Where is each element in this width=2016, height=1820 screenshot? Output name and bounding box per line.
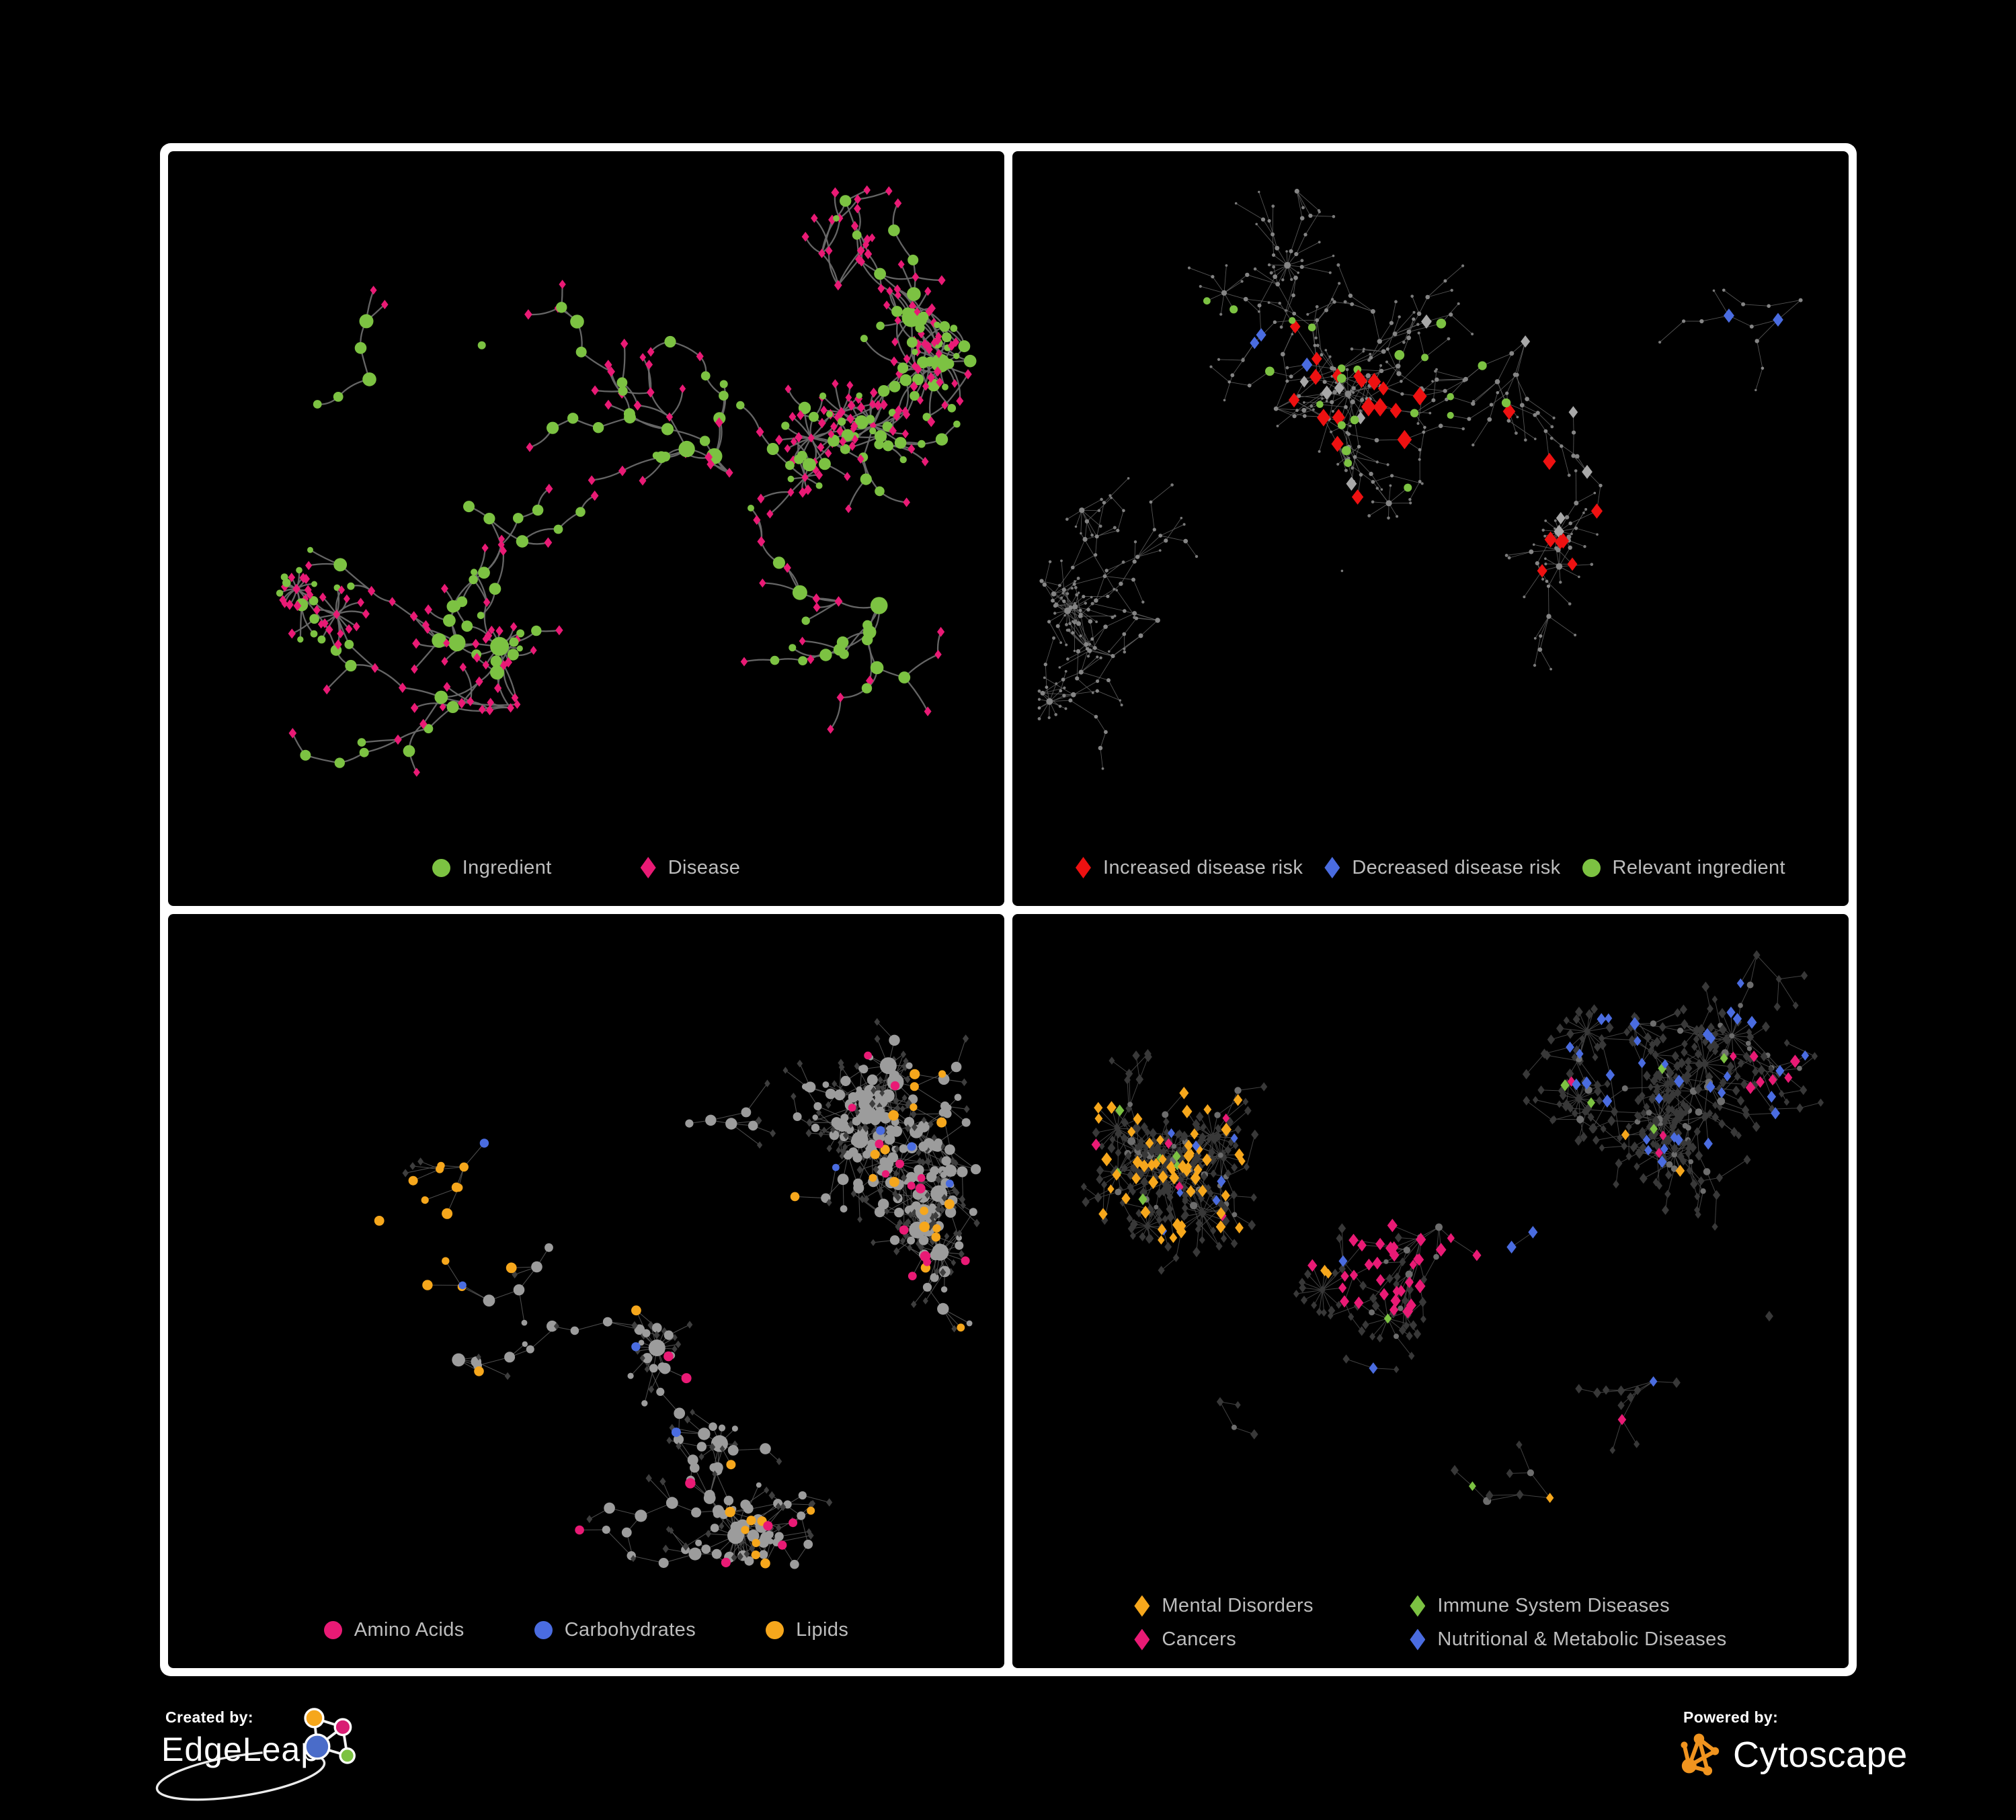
cytoscape-network-icon bbox=[1681, 1730, 1724, 1780]
cytoscape-logo: Powered by: Cytoscape bbox=[1681, 1707, 1976, 1808]
legend-item-nutritional-metabolic-diseases: Nutritional & Metabolic Diseases bbox=[1410, 1628, 1726, 1651]
legend-item-ingredient: Ingredient bbox=[432, 857, 552, 879]
immune-system-diseases-diamond-icon bbox=[1410, 1596, 1425, 1617]
legend-label: Mental Disorders bbox=[1162, 1595, 1314, 1617]
panel-molecule-classes: Amino Acids Carbohydrates Lipids bbox=[168, 914, 1004, 1669]
nodes bbox=[276, 185, 977, 777]
mental-disorders-diamond-icon bbox=[1134, 1596, 1150, 1617]
legend-item-disease: Disease bbox=[641, 857, 741, 879]
legend-label: Cancers bbox=[1162, 1628, 1236, 1651]
legend-label: Decreased disease risk bbox=[1352, 857, 1560, 879]
legend-label: Immune System Diseases bbox=[1437, 1595, 1670, 1617]
cancers-diamond-icon bbox=[1134, 1629, 1150, 1651]
legend-disease-risk: Increased disease risk Decreased disease … bbox=[1012, 857, 1849, 879]
legend-label: Increased disease risk bbox=[1103, 857, 1303, 879]
legend-item-decreased-disease-risk: Decreased disease risk bbox=[1324, 857, 1560, 879]
ingredient-circle-icon bbox=[432, 859, 450, 877]
edgeleap-brand-text: EdgeLeap bbox=[161, 1730, 320, 1769]
amino-acids-circle-icon bbox=[324, 1621, 342, 1639]
edgeleap-logo: Created by: EdgeLeap bbox=[161, 1706, 551, 1820]
carbohydrates-circle-icon bbox=[534, 1621, 553, 1639]
legend-item-mental-disorders: Mental Disorders bbox=[1134, 1595, 1369, 1617]
legend-label: Disease bbox=[668, 857, 741, 879]
edgeleap-network-icon bbox=[299, 1703, 374, 1773]
legend-label: Relevant ingredient bbox=[1613, 857, 1785, 879]
figure-grid: Ingredient Disease Increased disease risk… bbox=[160, 143, 1857, 1676]
legend-item-carbohydrates: Carbohydrates bbox=[534, 1619, 696, 1641]
panel-disease-risk: Increased disease risk Decreased disease … bbox=[1012, 151, 1849, 906]
legend-item-relevant-ingredient: Relevant ingredient bbox=[1582, 857, 1785, 879]
legend-item-immune-system-diseases: Immune System Diseases bbox=[1410, 1595, 1726, 1617]
legend-ingredient-disease: Ingredient Disease bbox=[168, 857, 1004, 879]
legend-disease-classes: Mental Disorders Immune System Diseases Ca… bbox=[1012, 1595, 1849, 1651]
disease-classes-network-graph bbox=[1012, 914, 1849, 1593]
legend-label: Amino Acids bbox=[354, 1619, 465, 1641]
edges bbox=[1039, 192, 1801, 769]
legend-item-cancers: Cancers bbox=[1134, 1628, 1369, 1651]
disease-diamond-icon bbox=[641, 857, 656, 878]
legend-item-lipids: Lipids bbox=[766, 1619, 848, 1641]
panel-disease-classes: Mental Disorders Immune System Diseases Ca… bbox=[1012, 914, 1849, 1669]
disease-risk-network-graph bbox=[1012, 151, 1849, 830]
legend-label: Ingredient bbox=[462, 857, 552, 879]
ingredient-disease-network-graph bbox=[168, 151, 1004, 830]
legend-molecule-classes: Amino Acids Carbohydrates Lipids bbox=[168, 1619, 1004, 1641]
created-by-label: Created by: bbox=[165, 1708, 253, 1727]
decreased-disease-risk-diamond-icon bbox=[1324, 857, 1340, 878]
increased-disease-risk-diamond-icon bbox=[1076, 857, 1091, 878]
powered-by-label: Powered by: bbox=[1683, 1708, 1778, 1727]
nutritional-metabolic-diseases-diamond-icon bbox=[1410, 1629, 1425, 1651]
legend-item-increased-disease-risk: Increased disease risk bbox=[1076, 857, 1303, 879]
legend-label: Carbohydrates bbox=[565, 1619, 696, 1641]
legend-label: Nutritional & Metabolic Diseases bbox=[1437, 1628, 1726, 1651]
legend-item-amino-acids: Amino Acids bbox=[324, 1619, 465, 1641]
cytoscape-brand-text: Cytoscape bbox=[1733, 1734, 1908, 1776]
nodes bbox=[374, 1018, 981, 1569]
lipids-circle-icon bbox=[766, 1621, 784, 1639]
panel-ingredient-disease: Ingredient Disease bbox=[168, 151, 1004, 906]
legend-label: Lipids bbox=[796, 1619, 848, 1641]
relevant-ingredient-circle-icon bbox=[1582, 859, 1601, 877]
molecule-classes-network-graph bbox=[168, 914, 1004, 1593]
